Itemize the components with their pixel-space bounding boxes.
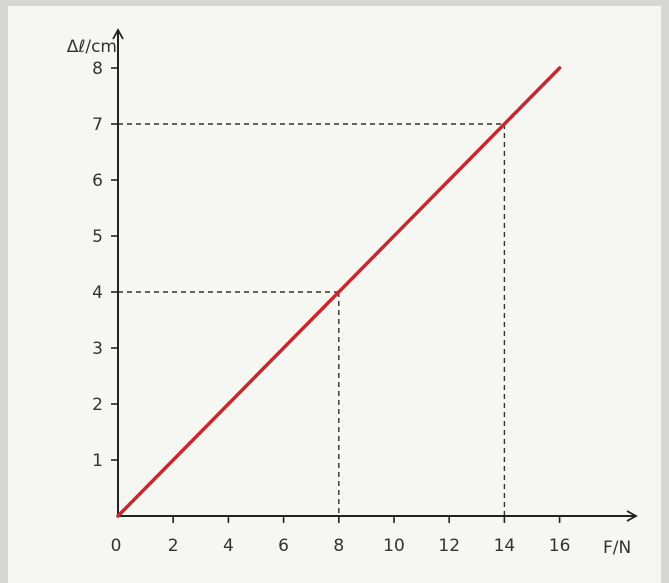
y-tick-label: 4 <box>92 283 103 303</box>
x-ticks: 0 2 4 6 8 10 12 14 16 <box>111 516 571 556</box>
y-tick-label: 3 <box>92 339 103 359</box>
series <box>116 66 562 518</box>
y-tick-label: 5 <box>92 227 103 247</box>
x-tick-label: 4 <box>223 536 234 556</box>
x-tick-label: 6 <box>278 536 289 556</box>
y-tick-label: 2 <box>92 395 103 415</box>
y-tick-label: 8 <box>92 59 103 79</box>
y-tick-label: 6 <box>92 171 103 191</box>
y-tick-label: 7 <box>92 115 103 135</box>
series-line <box>116 66 562 518</box>
y-ticks: 1 2 3 4 5 6 7 8 <box>92 59 118 471</box>
axes <box>112 28 638 522</box>
x-tick-label: 16 <box>549 536 571 556</box>
x-tick-label: 2 <box>168 536 179 556</box>
x-axis-label: F/N <box>603 538 631 558</box>
x-tick-label: 12 <box>438 536 460 556</box>
guide-lines <box>118 123 506 516</box>
y-axis-label: Δℓ/cm <box>67 37 117 57</box>
x-tick-label: 8 <box>333 536 344 556</box>
y-tick-label: 1 <box>92 451 103 471</box>
x-tick-label: 14 <box>494 536 516 556</box>
x-tick-label: 10 <box>383 536 405 556</box>
x-tick-label: 0 <box>111 536 122 556</box>
